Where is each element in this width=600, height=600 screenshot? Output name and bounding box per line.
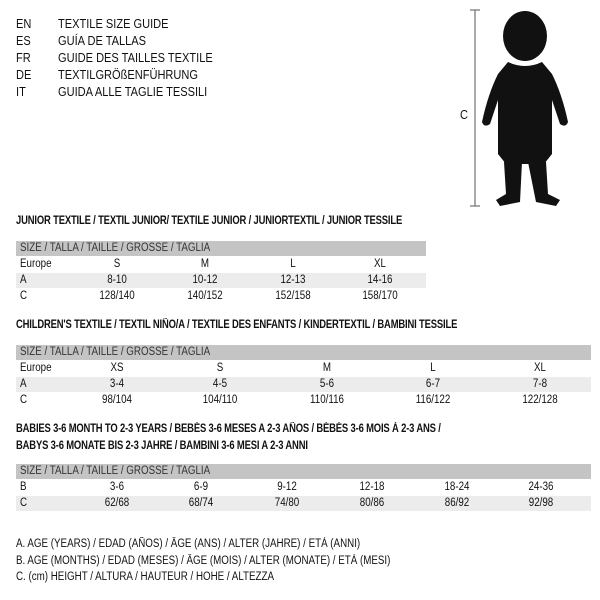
table-row: B 3-6 6-9 9-12 12-18 18-24 24-36 (16, 480, 591, 495)
language-code: EN (16, 16, 32, 31)
junior-title: JUNIOR TEXTILE / TEXTIL JUNIOR/ TEXTILE … (16, 215, 403, 227)
babies-size-table: SIZE / TALLA / TAILLE / GRÖSSE / TAGLIA B… (16, 464, 591, 512)
table-row: C 98/104 104/110 110/116 116/122 122/128 (16, 393, 591, 408)
table-cell: 86/92 (444, 497, 470, 509)
row-label: Europe (20, 258, 52, 270)
table-cell: 128/140 (99, 290, 135, 302)
table-cell: 12-18 (359, 481, 385, 493)
table-cell: 5-6 (319, 378, 335, 390)
header-label: SIZE / TALLA / TAILLE / GRÖSSE / TAGLIA (20, 465, 211, 477)
table-header: SIZE / TALLA / TAILLE / GRÖSSE / TAGLIA (16, 464, 591, 479)
table-cell: 4-5 (212, 378, 228, 390)
table-cell: 3-6 (109, 481, 125, 493)
table-cell: 8-10 (107, 274, 127, 286)
table-cell: XL (374, 258, 386, 270)
header-label: SIZE / TALLA / TAILLE / GRÖSSE / TAGLIA (20, 346, 211, 358)
table-cell: 24-36 (528, 481, 554, 493)
language-code: ES (16, 33, 31, 48)
table-cell: 140/152 (187, 290, 223, 302)
children-title: CHILDREN'S TEXTILE / TEXTIL NIÑO/A / TEX… (16, 319, 458, 331)
table-cell: 14-16 (367, 274, 393, 286)
table-row: A 3-4 4-5 5-6 6-7 7-8 (16, 377, 591, 392)
table-cell: 92/98 (528, 497, 554, 509)
figure-height-label: C (460, 107, 468, 122)
language-title: GUÍA DE TALLAS (58, 33, 147, 48)
row-label: C (20, 497, 28, 509)
table-cell: XL (534, 362, 546, 374)
table-cell: L (430, 362, 436, 374)
table-row: A 8-10 10-12 12-13 14-16 (16, 273, 426, 288)
table-cell: L (290, 258, 296, 270)
language-code: DE (16, 67, 32, 82)
table-header: SIZE / TALLA / TAILLE / GRÖSSE / TAGLIA (16, 241, 426, 256)
table-cell: 152/158 (275, 290, 311, 302)
row-label: C (20, 290, 28, 302)
table-cell: 10-12 (192, 274, 218, 286)
table-cell: 104/110 (202, 394, 238, 406)
language-title: GUIDE DES TAILLES TEXTILE (58, 50, 213, 65)
table-cell: 122/128 (522, 394, 558, 406)
table-cell: 6-9 (193, 481, 209, 493)
babies-title-line1: BABIES 3-6 MONTH TO 2-3 YEARS / BEBÉS 3-… (16, 423, 441, 435)
language-title: TEXTILE SIZE GUIDE (58, 16, 169, 31)
table-cell: 9-12 (277, 481, 297, 493)
table-cell: 7-8 (532, 378, 548, 390)
language-title: TEXTILGRÖßENFÜHRUNG (58, 67, 198, 82)
table-cell: M (200, 258, 210, 270)
language-code: FR (16, 50, 31, 65)
table-cell: S (216, 362, 224, 374)
table-cell: 6-7 (425, 378, 441, 390)
language-title: GUIDA ALLE TAGLIE TESSILI (58, 84, 208, 99)
table-cell: 98/104 (102, 394, 132, 406)
junior-size-table: SIZE / TALLA / TAILLE / GRÖSSE / TAGLIA E… (16, 241, 426, 305)
table-cell: 18-24 (444, 481, 470, 493)
table-row: C 128/140 140/152 152/158 158/170 (16, 289, 426, 304)
table-row: C 62/68 68/74 74/80 80/86 86/92 92/98 (16, 496, 591, 511)
language-code: IT (16, 84, 26, 99)
table-row: Europe XS S M L XL (16, 361, 591, 376)
children-size-table: SIZE / TALLA / TAILLE / GRÖSSE / TAGLIA E… (16, 345, 591, 409)
header-label: SIZE / TALLA / TAILLE / GRÖSSE / TAGLIA (20, 242, 211, 254)
table-cell: 158/170 (362, 290, 398, 302)
child-silhouette-icon (470, 9, 568, 207)
table-cell: 68/74 (188, 497, 214, 509)
table-cell: 3-4 (109, 378, 125, 390)
legend-c: C. (cm) HEIGHT / ALTURA / HAUTEUR / HÖHE… (16, 571, 274, 583)
table-header: SIZE / TALLA / TAILLE / GRÖSSE / TAGLIA (16, 345, 591, 360)
table-row: Europe S M L XL (16, 257, 426, 272)
table-cell: XS (110, 362, 124, 374)
table-cell: 62/68 (104, 497, 130, 509)
legend-b: B. AGE (MONTHS) / EDAD (MESES) / ÂGE (MO… (16, 555, 391, 567)
legend-a: A. AGE (YEARS) / EDAD (AÑOS) / ÂGE (ANS)… (16, 538, 361, 550)
table-cell: 80/86 (359, 497, 385, 509)
row-label: Europe (20, 362, 52, 374)
row-label: C (20, 394, 28, 406)
row-label: A (20, 274, 27, 286)
table-cell: M (322, 362, 332, 374)
babies-title-line2: BABYS 3-6 MONATE BIS 2-3 JAHRE / BAMBINI… (16, 440, 308, 452)
row-label: B (20, 481, 27, 493)
row-label: A (20, 378, 27, 390)
table-cell: 12-13 (280, 274, 306, 286)
table-cell: 110/116 (310, 394, 344, 406)
table-cell: 74/80 (274, 497, 300, 509)
table-cell: S (113, 258, 121, 270)
table-cell: 116/122 (415, 394, 451, 406)
